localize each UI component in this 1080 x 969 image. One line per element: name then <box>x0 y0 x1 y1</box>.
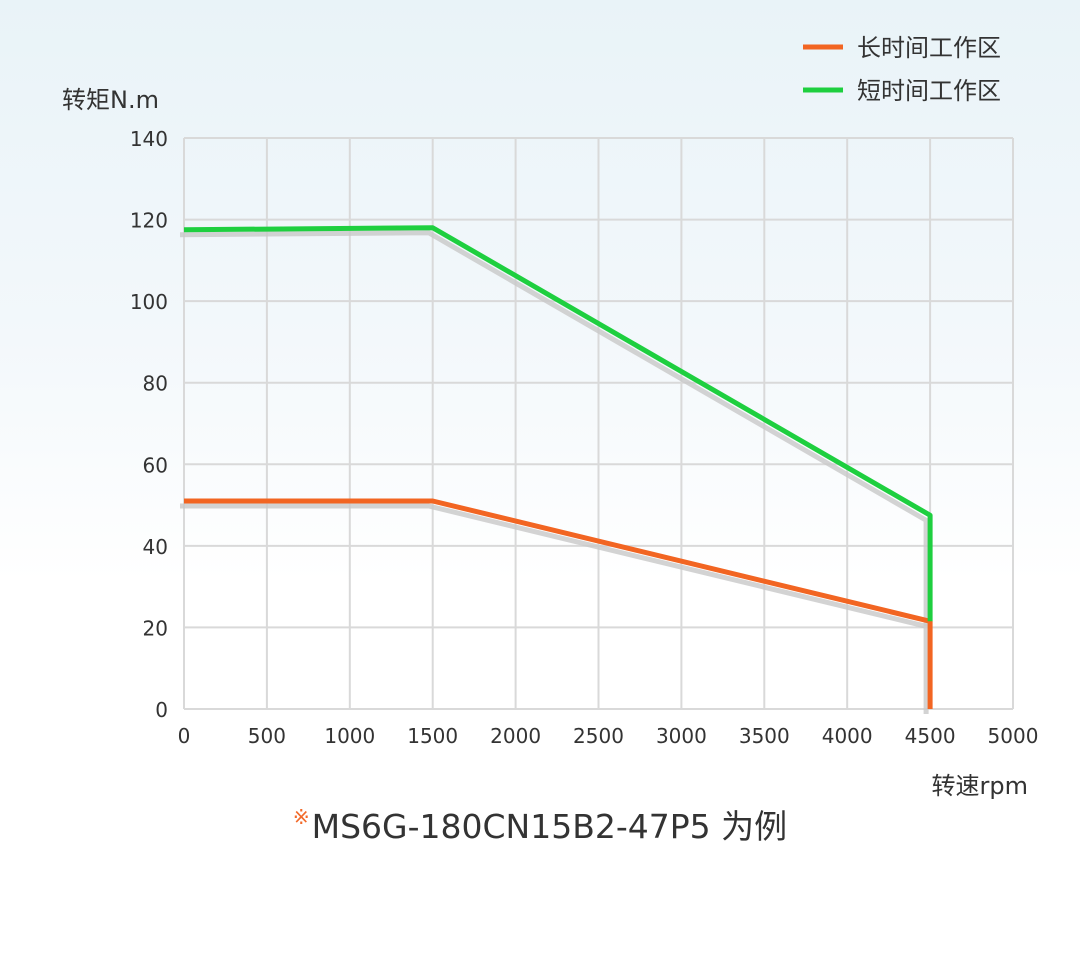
y-tick-label: 80 <box>143 372 168 396</box>
y-tick-label: 140 <box>130 127 168 151</box>
x-axis-label: 转速rpm <box>932 772 1028 800</box>
y-axis-label: 转矩N.m <box>62 86 159 114</box>
x-tick-label: 4000 <box>822 724 873 748</box>
grid <box>183 137 1014 710</box>
y-tick-label: 20 <box>143 616 168 640</box>
y-tick-label: 0 <box>155 698 168 722</box>
series-shadows <box>179 230 929 714</box>
x-tick-label: 1000 <box>324 724 375 748</box>
model-caption: MS6G-180CN15B2-47P5 为例 <box>311 807 788 846</box>
series-shadow <box>180 503 929 714</box>
x-tick-label: 3500 <box>739 724 790 748</box>
series-lines <box>183 225 933 709</box>
x-tick-label: 2000 <box>490 724 541 748</box>
legend-label: 长时间工作区 <box>857 34 1001 62</box>
series-line-2 <box>183 225 933 622</box>
x-tick-label: 3000 <box>656 724 707 748</box>
series-shadow <box>179 230 929 627</box>
y-tick-label: 60 <box>143 453 168 477</box>
model-footnote: ※MS6G-180CN15B2-47P5 为例 <box>0 800 1080 848</box>
y-tick-label: 40 <box>143 535 168 559</box>
x-tick-label: 4500 <box>905 724 956 748</box>
x-tick-label: 0 <box>178 724 191 748</box>
y-tick-label: 120 <box>130 209 168 233</box>
reference-mark: ※ <box>292 805 310 829</box>
tick-labels: 0 500 1000 1500 2000 2500 3000 3500 4000 4500 5000… <box>130 127 1039 748</box>
series-line-1 <box>184 498 933 709</box>
x-tick-label: 2500 <box>573 724 624 748</box>
x-tick-label: 500 <box>248 724 286 748</box>
legend-label: 短时间工作区 <box>857 77 1001 105</box>
x-tick-label: 5000 <box>988 724 1039 748</box>
x-tick-label: 1500 <box>407 724 458 748</box>
y-tick-label: 100 <box>130 290 168 314</box>
